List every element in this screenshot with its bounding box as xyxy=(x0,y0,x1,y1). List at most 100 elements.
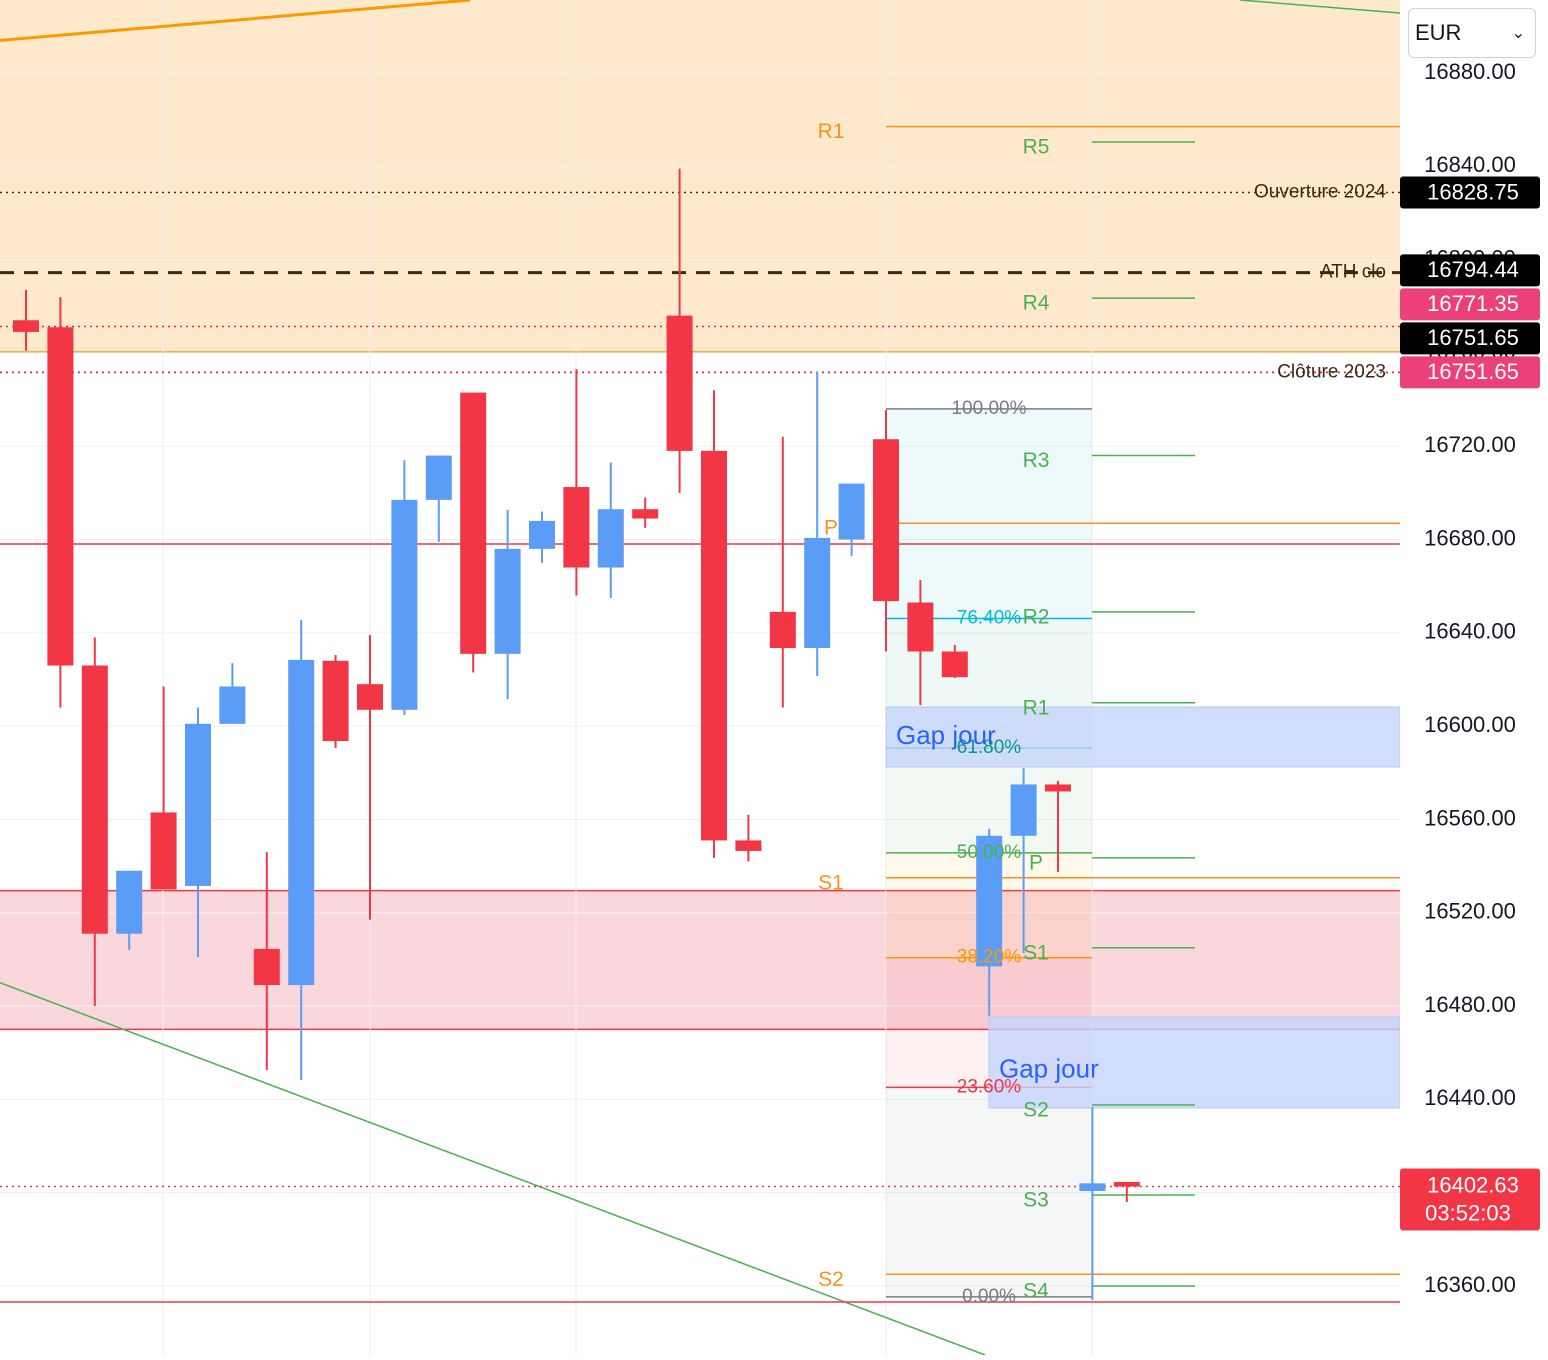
fib-label: 38.20% xyxy=(957,947,1022,968)
y-tick-label: 16600.00 xyxy=(1424,712,1516,737)
last-badge xyxy=(1400,1168,1540,1231)
pivot-label: S4 xyxy=(1023,1280,1049,1303)
fib-label: 23.60% xyxy=(957,1076,1022,1097)
pivot-label: R1 xyxy=(1023,696,1050,719)
price-badge-label: 16751.65 xyxy=(1427,325,1519,350)
candle-body xyxy=(288,659,315,986)
trendline xyxy=(0,0,471,42)
candle-body xyxy=(322,660,349,742)
pivot-label: R1 xyxy=(818,120,845,143)
zones xyxy=(0,0,1400,1031)
candle-body xyxy=(632,509,659,519)
level-name: Ouverture 2024 xyxy=(1254,182,1386,203)
countdown: 03:52:03 xyxy=(1425,1200,1511,1225)
pivot-label: R4 xyxy=(1023,292,1050,315)
candle-body xyxy=(185,723,211,886)
candle-body xyxy=(976,835,1003,967)
y-tick-label: 16640.00 xyxy=(1424,619,1516,644)
candle-body xyxy=(873,439,899,602)
price-axis: 16360.0016400.0016440.0016480.0016520.00… xyxy=(1400,59,1540,1297)
pivot-label: R2 xyxy=(1023,605,1050,628)
fib-band xyxy=(886,408,1092,619)
fib-band xyxy=(886,1087,1092,1297)
pivot-label: S2 xyxy=(818,1268,844,1291)
price-badge xyxy=(1400,254,1540,287)
y-tick-label: 16440.00 xyxy=(1424,1085,1516,1110)
pivot-label: R3 xyxy=(1023,449,1050,472)
y-tick-label: 16680.00 xyxy=(1424,525,1516,550)
chevron: ⌄ xyxy=(1511,25,1525,42)
fib-label: 50.00% xyxy=(957,842,1022,863)
y-tick-label: 16720.00 xyxy=(1424,432,1516,457)
candle-body xyxy=(941,651,968,678)
candle-body xyxy=(391,499,418,710)
candle-body xyxy=(47,327,74,666)
price-badge xyxy=(1400,288,1540,321)
candle-body xyxy=(357,684,383,710)
candle-body xyxy=(460,392,487,654)
candle-body xyxy=(494,548,521,654)
y-tick-label: 16840.00 xyxy=(1424,152,1516,177)
pivot-label: S2 xyxy=(1023,1098,1049,1121)
fib-label: 61.80% xyxy=(957,737,1022,758)
candle-body xyxy=(529,520,555,549)
y-tick-label: 16520.00 xyxy=(1424,899,1516,924)
candle-body xyxy=(219,686,246,724)
candle-body xyxy=(253,948,280,986)
price-badge xyxy=(1400,322,1540,355)
candle-body xyxy=(838,483,865,540)
price-badge-label: 16751.65 xyxy=(1427,359,1519,384)
candle-body xyxy=(150,812,177,890)
candle-body xyxy=(1079,1183,1106,1192)
candle-body xyxy=(563,487,590,568)
candles xyxy=(13,168,1140,1300)
candle-body xyxy=(425,455,452,500)
y-tick-label: 16880.00 xyxy=(1424,59,1516,84)
y-tick-label: 16360.00 xyxy=(1424,1272,1516,1297)
candle-body xyxy=(13,320,39,332)
candle-body xyxy=(1010,784,1037,836)
fib-label: 76.40% xyxy=(957,607,1022,628)
candle-body xyxy=(116,870,143,934)
price-badge xyxy=(1400,356,1540,389)
candle-body xyxy=(735,840,762,851)
pivot-label: S1 xyxy=(818,871,844,894)
pivot-label: R5 xyxy=(1023,136,1050,159)
level-name: ATH clo xyxy=(1320,262,1386,283)
currency-select[interactable]: EUR ⌄ xyxy=(1408,8,1536,58)
gap-label: Gap jour xyxy=(999,1053,1099,1083)
price-badge-label: 16828.75 xyxy=(1427,179,1519,204)
labels: 100.00% 76.40% 61.80% 50.00% 38.20% 23.60% 0.0… xyxy=(818,120,1387,1307)
price-badge-label: 16794.44 xyxy=(1427,257,1519,282)
candle-body xyxy=(701,450,727,841)
candle-body xyxy=(81,665,108,934)
candle-body xyxy=(804,537,831,648)
trendline xyxy=(0,982,986,1355)
y-tick-label: 16560.00 xyxy=(1424,805,1516,830)
candle-body xyxy=(907,602,934,652)
currency: EUR xyxy=(1415,20,1462,45)
last-price: 16402.63 xyxy=(1427,1172,1519,1197)
candle-body xyxy=(769,611,796,648)
level-name: Clôture 2023 xyxy=(1277,361,1386,382)
zone xyxy=(0,0,1400,352)
candle-body xyxy=(1113,1181,1140,1187)
gap-zone xyxy=(885,706,1400,768)
price-badge xyxy=(1400,176,1540,209)
fib-label: 0.00% xyxy=(962,1286,1016,1307)
zone xyxy=(0,890,1400,1030)
price-badge-label: 16771.35 xyxy=(1427,291,1519,316)
candle-body xyxy=(666,315,693,451)
pivot-label: P xyxy=(824,517,838,540)
candle-body xyxy=(1045,784,1071,792)
pivot-label: S3 xyxy=(1023,1189,1049,1212)
candle-body xyxy=(597,509,624,568)
y-tick-label: 16480.00 xyxy=(1424,992,1516,1017)
gap-label: Gap jour xyxy=(896,720,996,750)
gap-zone xyxy=(988,1016,1400,1109)
trendline xyxy=(1239,0,1400,14)
pivot-label: P xyxy=(1029,851,1043,874)
pivot-label: S1 xyxy=(1023,941,1049,964)
